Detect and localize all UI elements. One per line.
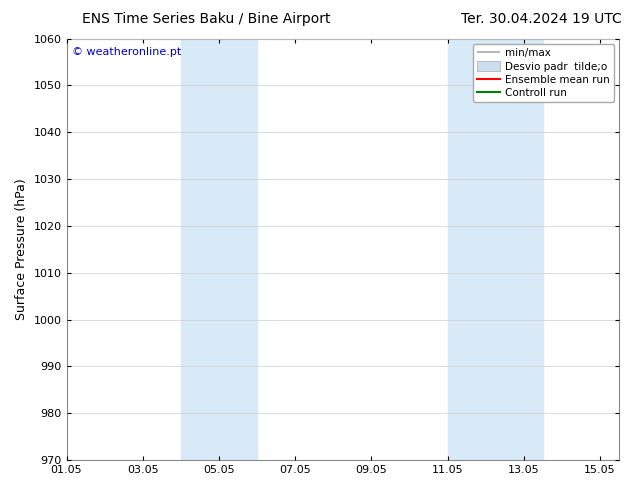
Bar [448,39,543,460]
Bar [181,39,257,460]
Legend: min/max, Desvio padr  tilde;o, Ensemble mean run, Controll run: min/max, Desvio padr tilde;o, Ensemble m… [472,44,614,102]
Text: © weatheronline.pt: © weatheronline.pt [72,47,181,57]
Text: ENS Time Series Baku / Bine Airport: ENS Time Series Baku / Bine Airport [82,12,331,26]
Text: Ter. 30.04.2024 19 UTC: Ter. 30.04.2024 19 UTC [460,12,621,26]
Y-axis label: Surface Pressure (hPa): Surface Pressure (hPa) [15,178,28,320]
